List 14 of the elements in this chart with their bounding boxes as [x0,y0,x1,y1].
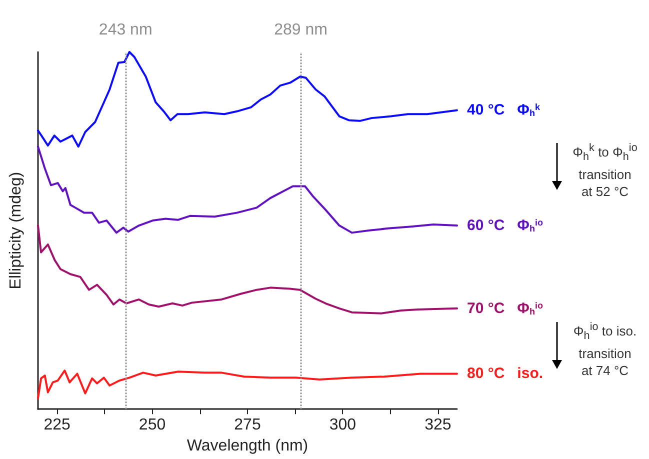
x-tick-label: 325 [424,416,452,434]
ref-line-label: 243 nm [98,22,152,38]
series-label: 40 °C Φhk [467,102,541,119]
x-tick-label: 225 [44,416,70,434]
text: Φ$_{h}$$^{io}$ to iso. transition at 74 °C [572,320,638,379]
x-tick-label: 250 [138,416,166,434]
y-axis-title: Ellipticity (mdeg) [8,172,24,290]
series-label: 70 °C Φhio [467,300,544,317]
series-label: 80 °C iso. [467,365,544,382]
x-tick-label: 275 [234,416,261,434]
x-axis-title: Wavelength (nm) [186,438,308,454]
series-label: 60 °C Φhio [467,217,544,234]
x-tick-label: 300 [329,416,356,434]
ref-line-label: 289 nm [274,22,328,38]
